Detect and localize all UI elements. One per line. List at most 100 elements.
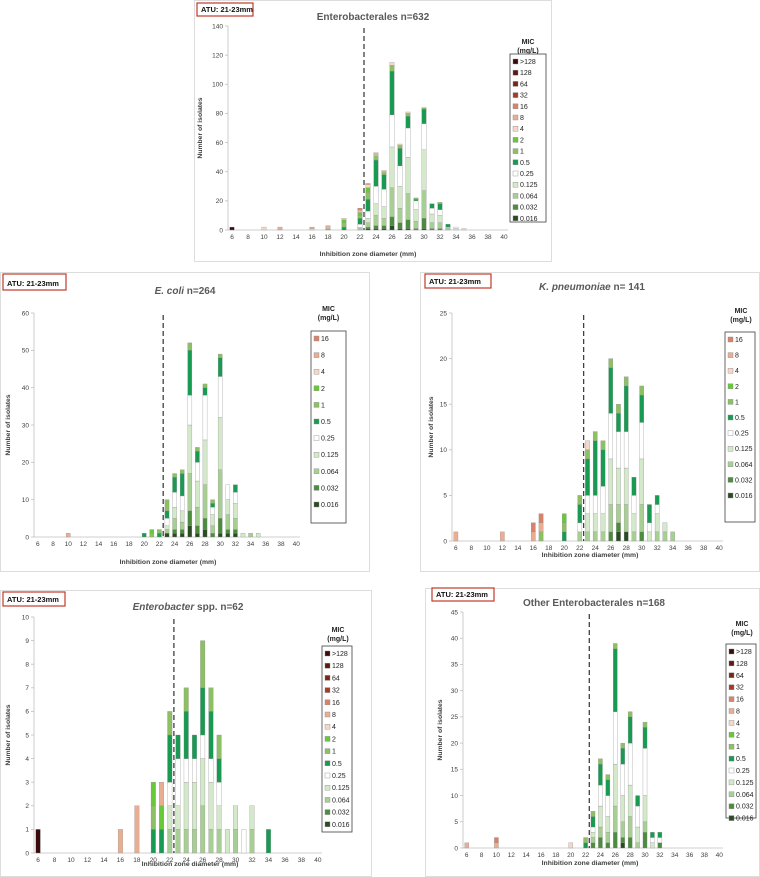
legend-swatch-0p064 <box>727 461 734 467</box>
bar-segment-mic-0p016-zone-26 <box>389 225 395 231</box>
bar-segment-mic-0p016-zone-24 <box>172 533 177 538</box>
bar-segment-mic-0p016-zone-27 <box>616 531 621 542</box>
bar-segment-mic-0p064-zone-26 <box>613 805 618 833</box>
y-tick-label: 10 <box>451 793 459 800</box>
chart-title: Enterobacterales n=632 <box>317 12 430 23</box>
legend-swatch-0p032 <box>313 485 320 491</box>
bar-segment-mic-0p064-zone-25 <box>192 829 197 854</box>
bar-segment-mic-0p5-zone-20 <box>561 531 567 542</box>
bar-segment-mic-0p5-zone-22 <box>583 842 588 849</box>
legend-label-128: 128 <box>520 70 532 77</box>
bar-segment-mic-0p064-zone-23 <box>590 837 596 843</box>
y-axis-label: Number of isolates <box>5 394 12 455</box>
x-tick-label: 14 <box>523 852 531 859</box>
legend-swatch-1 <box>727 399 734 405</box>
legend-label-16: 16 <box>321 336 329 343</box>
bar-segment-mic-0p064-zone-33 <box>445 228 451 231</box>
bar-segment-mic-0p016-zone-30 <box>421 228 427 231</box>
bar-segment-mic-0p064-zone-30 <box>642 821 648 833</box>
y-tick-label: 100 <box>212 82 223 89</box>
y-axis-label: Number of isolates <box>428 396 435 457</box>
bar-segment-mic-0p25-zone-30 <box>639 422 644 460</box>
x-tick-label: 24 <box>171 541 179 548</box>
chart-title-count: Other Enterobacterales n=168 <box>523 598 665 609</box>
bar-segment-mic-0p5-zone-32 <box>657 832 663 838</box>
y-tick-label: 8 <box>25 662 29 669</box>
legend-label-64: 64 <box>520 81 528 88</box>
x-tick-label: 6 <box>230 234 234 241</box>
x-tick-label: 10 <box>65 541 73 548</box>
legend-label-0p016: 0.016 <box>736 816 754 823</box>
bar-segment-mic-0p5-zone-23 <box>365 199 371 212</box>
legend-label-0p032: 0.032 <box>332 810 350 817</box>
bar-segment-mic-0p032-zone-31 <box>225 529 231 534</box>
bar-segment-mic-0p064-zone-27 <box>620 821 625 838</box>
bar-segment-mic-0p125-zone-24 <box>172 506 177 519</box>
legend-label-0p25: 0.25 <box>321 436 335 443</box>
x-tick-label: 10 <box>493 852 501 859</box>
y-tick-label: 25 <box>451 714 459 721</box>
x-tick-label: 18 <box>133 857 141 864</box>
legend-label-16: 16 <box>736 697 744 704</box>
bar-segment-mic-0p064-zone-26 <box>608 504 614 533</box>
bar-segment-mic-1-zone-28 <box>202 383 208 388</box>
x-tick-label: 24 <box>597 852 605 859</box>
bar-segment-mic-0p064-zone-32 <box>654 531 660 542</box>
legend-swatch-0p016 <box>313 501 320 508</box>
legend-label-8: 8 <box>332 712 336 719</box>
bar-segment-mic-0p5-zone-31 <box>429 203 435 209</box>
legend-swatch-8 <box>313 352 320 358</box>
legend-swatch-4 <box>313 369 320 375</box>
y-tick-label: 6 <box>25 709 29 716</box>
legend-swatch-2 <box>313 385 320 391</box>
y-tick-label: 10 <box>440 447 448 454</box>
legend-label-1: 1 <box>321 402 325 409</box>
bar-segment-mic-0p064-zone-26 <box>187 473 193 512</box>
legend-swatch-0p5 <box>727 414 734 421</box>
bar-segment-mic-0p5-zone-22 <box>357 218 363 225</box>
x-axis-label: Inhibition zone diameter (mm) <box>120 559 217 566</box>
bar-segment-mic-0p5-zone-26 <box>200 687 206 736</box>
bar-segment-mic-2-zone-22 <box>357 212 363 216</box>
chart-title-species: K. pneumoniae <box>539 282 611 293</box>
legend-swatch-2 <box>727 383 734 389</box>
bar-segment-mic-0p016-zone-31 <box>225 533 231 538</box>
y-tick-label: 0 <box>454 845 458 852</box>
bar-segment-mic-8-zone-21 <box>159 782 164 806</box>
x-axis-label: Inhibition zone diameter (mm) <box>142 861 239 868</box>
bar-segment-mic-0p064-zone-29 <box>631 531 637 542</box>
bar-segment-mic-0p5-zone-25 <box>179 473 185 497</box>
bar-segment-mic-0p125-zone-28 <box>216 805 222 830</box>
bar-segment-mic-0p5-zone-24 <box>598 763 603 786</box>
bar-segment-mic-0p25-zone-26 <box>187 394 193 426</box>
bar-segment-mic-0p032-zone-24 <box>598 837 603 849</box>
bar-segment-mic-0p016-zone-30 <box>217 533 223 538</box>
x-tick-label: 10 <box>483 545 491 552</box>
x-tick-label: 18 <box>125 541 133 548</box>
bar-segment-mic-0p032-zone-25 <box>605 842 611 849</box>
bar-segment-mic-1-zone-18 <box>325 228 331 231</box>
bar-segment-mic-0p25-zone-32 <box>654 504 660 514</box>
x-tick-label: 16 <box>530 545 538 552</box>
legend-label-8: 8 <box>735 353 739 360</box>
bar-segment-mic-1-zone-17 <box>538 531 544 542</box>
bar-segment-mic-0p25-zone-25 <box>600 486 606 514</box>
bar-segment-mic-1-zone-24 <box>373 155 379 161</box>
bar-segment-mic-0p125-zone-28 <box>627 784 633 817</box>
bar-segment-mic-0p064-zone-25 <box>179 521 185 530</box>
bar-segment-mic-1-zone-28 <box>405 113 411 117</box>
bar-segment-mic-0p25-zone-31 <box>650 837 655 843</box>
bar-segment-mic-0p125-zone-24 <box>183 782 189 830</box>
legend-swatch-64 <box>728 672 735 678</box>
bar-segment-mic-0p064-zone-32 <box>437 222 443 229</box>
bar-segment-mic-0p125-zone-33 <box>240 533 246 538</box>
legend-label-0p064: 0.064 <box>321 469 339 476</box>
bar-segment-mic-0p032-zone-30 <box>639 531 644 542</box>
x-tick-label: 36 <box>685 545 693 552</box>
y-tick-label: 30 <box>22 422 30 429</box>
legend-label-4: 4 <box>332 724 336 731</box>
bar-segment-mic-0p032-zone-23 <box>590 842 596 849</box>
legend-label-1: 1 <box>735 399 739 406</box>
legend-swatch-0p25 <box>727 430 734 436</box>
bar-segment-mic-0p125-zone-27 <box>620 795 625 822</box>
